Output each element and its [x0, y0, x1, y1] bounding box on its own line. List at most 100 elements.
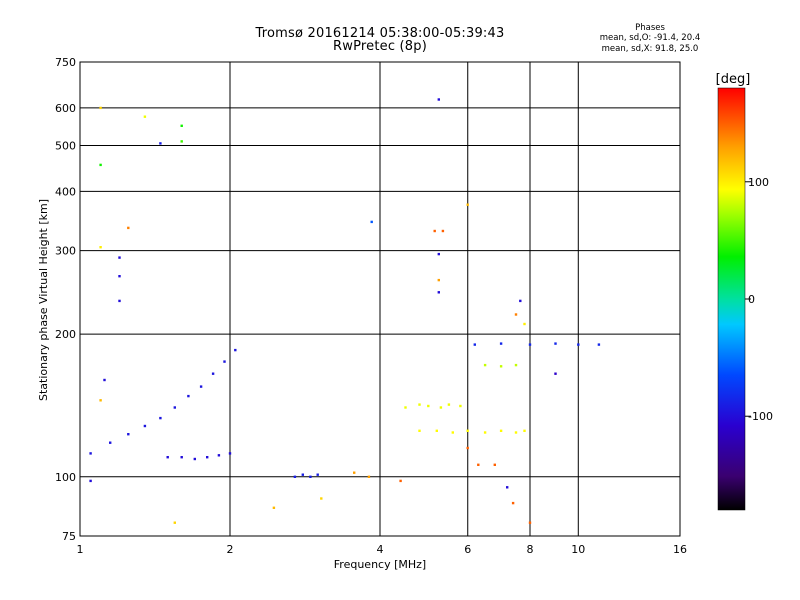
data-point [109, 441, 112, 444]
y-tick-label: 400 [55, 185, 76, 198]
data-point [437, 252, 440, 256]
data-point [272, 506, 276, 509]
x-tick-label: 1 [77, 543, 84, 556]
x-tick-label: 6 [464, 543, 471, 556]
data-point [309, 475, 312, 478]
data-point [499, 342, 503, 345]
data-point [180, 140, 183, 143]
data-point [316, 473, 319, 476]
data-point [441, 229, 445, 233]
colorbar-ticks: 100 0 -100 [745, 176, 773, 423]
data-point [118, 275, 121, 278]
y-tick-label: 500 [55, 139, 76, 152]
x-tick-label: 16 [673, 543, 687, 556]
y-tick-label: 75 [62, 530, 76, 543]
data-point [437, 278, 440, 282]
y-tick-label: 100 [55, 471, 76, 484]
stats-title: Phases [635, 23, 665, 33]
data-point [320, 497, 323, 500]
data-point [554, 372, 557, 375]
data-point [234, 348, 237, 352]
data-point [451, 431, 454, 434]
data-point [143, 424, 147, 428]
data-point [99, 106, 102, 110]
data-point [514, 363, 518, 367]
data-point [99, 246, 102, 249]
data-point [99, 399, 102, 402]
data-point [166, 456, 169, 459]
data-point [118, 256, 121, 259]
data-point [466, 203, 469, 206]
data-point [473, 343, 476, 346]
data-point [159, 142, 162, 145]
data-point [493, 463, 496, 466]
stats-o-mode: mean, sd,O: -91.4, 20.4 [599, 33, 701, 43]
data-point [418, 429, 421, 432]
data-point [439, 406, 443, 409]
x-tick-label: 2 [227, 543, 234, 556]
data-point [103, 378, 106, 382]
data-point [483, 363, 487, 367]
data-point [597, 343, 601, 346]
data-point [499, 365, 503, 368]
x-tick-label: 4 [377, 543, 384, 556]
data-point [180, 124, 183, 127]
x-axis-label: Frequency [MHz] [334, 558, 426, 571]
chart-title: Tromsø 20161214 05:38:00-05:39:43 [255, 26, 505, 41]
data-point [217, 454, 221, 457]
colorbar [717, 87, 746, 511]
x-tick-label: 10 [571, 543, 585, 556]
data-point [399, 479, 402, 483]
y-tick-labels: 75 100 200 300 400 500 600 750 [55, 56, 76, 543]
data-point [173, 406, 176, 409]
data-point [159, 416, 162, 420]
colorbar-tick-label: -100 [748, 410, 773, 423]
data-point [301, 473, 304, 476]
data-point [577, 343, 580, 346]
data-point [89, 479, 92, 483]
y-tick-label: 300 [55, 245, 76, 258]
data-point [293, 475, 297, 478]
data-point [437, 291, 440, 294]
y-axis-label: Stationary phase Virtual Height [km] [37, 199, 50, 401]
data-point [370, 220, 373, 224]
data-point [519, 299, 522, 303]
data-point [514, 313, 518, 316]
data-point [477, 463, 480, 466]
y-tick-label: 200 [55, 328, 76, 341]
data-point [433, 229, 436, 233]
data-point [459, 404, 462, 408]
data-point [99, 163, 102, 167]
data-point [143, 115, 147, 118]
data-point [554, 342, 557, 345]
data-point [173, 521, 176, 524]
data-points [89, 98, 601, 524]
y-tick-label: 600 [55, 102, 76, 115]
data-point [180, 456, 183, 459]
data-point [193, 457, 196, 461]
chart-subtitle: RwPretec (8p) [333, 39, 427, 54]
y-tick-label: 750 [55, 56, 76, 69]
x-tick-label: 8 [527, 543, 534, 556]
data-point [206, 456, 209, 459]
data-point [466, 429, 469, 432]
colorbar-tick-label: 0 [748, 293, 755, 306]
data-point [523, 429, 526, 432]
data-point [506, 486, 509, 489]
data-point [211, 372, 215, 375]
x-tick-labels: 1 2 4 6 8 10 16 [77, 543, 688, 556]
data-point [523, 322, 526, 326]
data-point [528, 343, 532, 346]
colorbar-label: [deg] [716, 72, 751, 87]
data-point [199, 385, 203, 388]
data-point [528, 521, 532, 524]
data-point [427, 404, 430, 408]
data-point [127, 226, 130, 230]
data-point [466, 446, 469, 450]
data-point [228, 452, 232, 455]
data-point [447, 403, 451, 406]
colorbar-tick-label: 100 [748, 176, 769, 189]
data-point [499, 429, 503, 432]
data-point [437, 98, 440, 101]
data-point [435, 429, 438, 432]
